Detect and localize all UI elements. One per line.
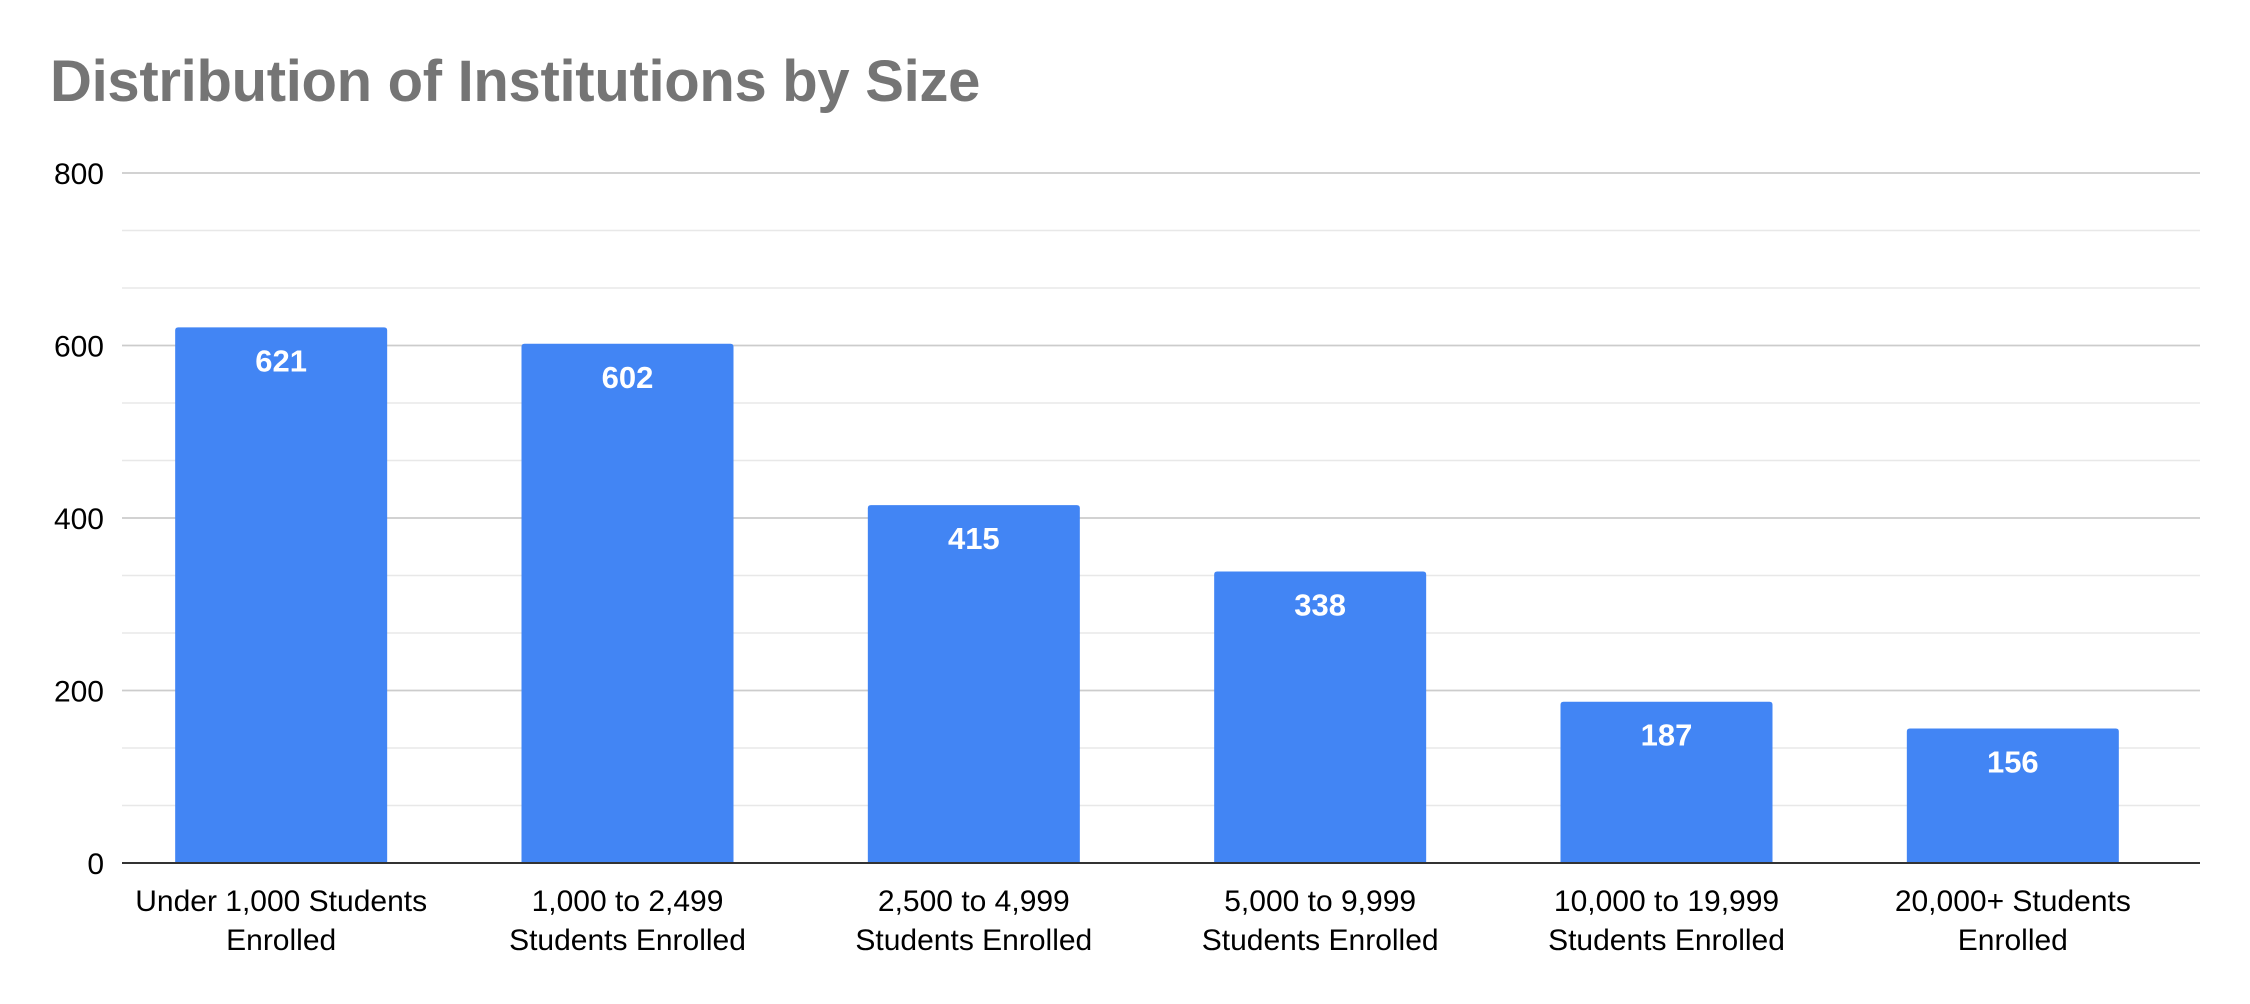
x-category-label-line: Students Enrolled	[855, 924, 1092, 957]
x-category-label-line: 5,000 to 9,999	[1224, 885, 1416, 918]
x-category-label-line: Students Enrolled	[509, 924, 746, 957]
x-category-label-line: Enrolled	[226, 924, 336, 957]
x-category-label-line: 1,000 to 2,499	[532, 885, 724, 918]
x-category-label-line: 2,500 to 4,999	[878, 885, 1070, 918]
y-tick-label: 200	[54, 676, 104, 709]
bar	[1906, 728, 2119, 863]
data-label: 338	[1294, 587, 1346, 622]
gridlines	[122, 172, 2200, 807]
data-label: 602	[602, 360, 654, 395]
x-category-label-line: Students Enrolled	[1548, 924, 1785, 957]
bar	[1560, 701, 1773, 863]
bar	[175, 327, 388, 863]
x-category-label-line: Under 1,000 Students	[135, 885, 427, 918]
x-category-label: 2,500 to 4,999 Students Enrolled	[855, 885, 1092, 957]
x-category-label: 5,000 to 9,999 Students Enrolled	[1202, 885, 1439, 957]
y-tick-label: 0	[87, 848, 104, 881]
data-label: 415	[948, 521, 1000, 556]
x-category-label-line: 10,000 to 19,999	[1554, 885, 1779, 918]
data-label: 156	[1987, 744, 2039, 779]
x-category-label-line: Students Enrolled	[1202, 924, 1439, 957]
x-category-label: 10,000 to 19,999 Students Enrolled	[1548, 885, 1785, 957]
bar	[1214, 571, 1427, 863]
chart-title: Distribution of Institutions by Size	[50, 49, 981, 114]
y-axis-ticks: 0 200 400 600 800	[54, 158, 104, 881]
data-labels: 621 602 415 338 187 156	[255, 343, 2038, 779]
x-category-label: Under 1,000 Students Enrolled	[135, 885, 427, 957]
y-tick-label: 800	[54, 158, 104, 191]
data-label: 621	[255, 343, 307, 378]
bars	[175, 327, 2119, 863]
x-category-label: 1,000 to 2,499 Students Enrolled	[509, 885, 746, 957]
x-axis-category-labels: Under 1,000 Students Enrolled 1,000 to 2,4…	[135, 885, 2131, 957]
x-category-label: 20,000+ Students Enrolled	[1895, 885, 2131, 957]
data-label: 187	[1641, 718, 1693, 753]
x-category-label-line: Enrolled	[1958, 924, 2068, 957]
y-tick-label: 600	[54, 331, 104, 364]
bar	[521, 343, 734, 863]
bar	[867, 505, 1080, 863]
y-tick-label: 400	[54, 503, 104, 536]
x-category-label-line: 20,000+ Students	[1895, 885, 2131, 918]
